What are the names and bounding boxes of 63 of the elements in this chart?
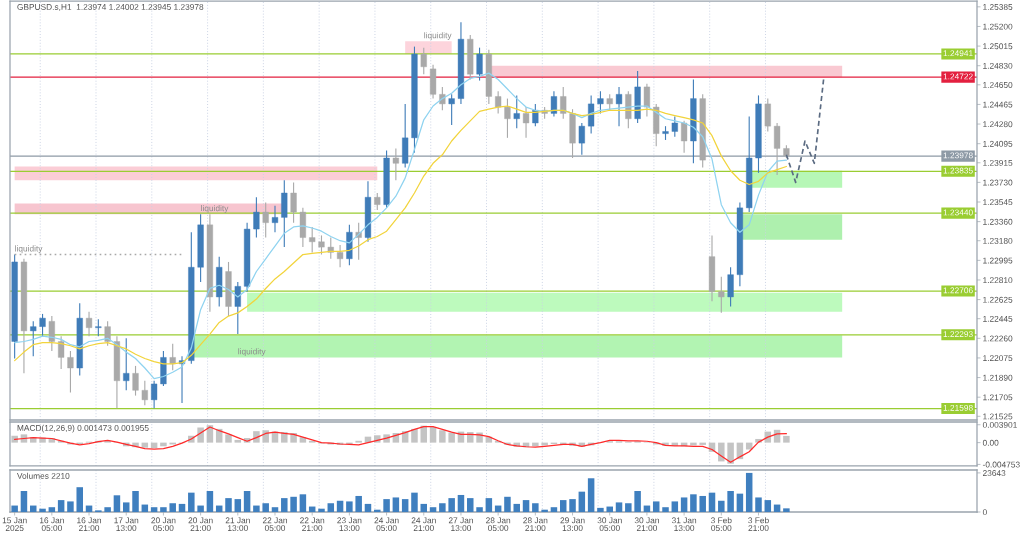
y-tick-label: 1.25385 [983,4,1013,10]
y-tick-label: 0.00 [982,439,999,446]
x-tick-label: 28 Jan 21:00 [523,517,548,532]
y-tick-label: 1.23180 [983,237,1013,244]
x-tick-label: 28 Jan 05:00 [486,517,511,532]
x-tick-label: 16 Jan 05:00 [39,517,64,532]
x-tick-label: 21 Jan 13:00 [225,517,250,532]
ref-line-label: 1.24941 [943,50,973,57]
annotation: liquidity [238,348,266,357]
y-tick-label: 1.22625 [983,296,1013,303]
y-tick-label: 1.25200 [983,23,1013,30]
ref-line-label: 1.22293 [943,331,973,338]
y-tick-label: 1.24465 [983,101,1013,108]
x-tick-label: 23 Jan 13:00 [337,517,362,532]
y-tick-label: 1.24095 [983,140,1013,147]
y-tick-label: 1.21890 [983,374,1013,381]
x-tick-label: 24 Jan 21:00 [411,517,436,532]
y-tick-label: 0 [982,509,987,516]
x-tick-label: 20 Jan 21:00 [188,517,213,532]
y-tick-label: 0.003901 [982,421,1017,428]
x-tick-label: 31 Jan 13:00 [671,517,697,532]
ref-line-label: 1.22706 [943,287,973,294]
y-tick-label: 1.22445 [983,315,1013,322]
x-tick-label: 29 Jan 13:00 [560,517,585,532]
y-tick-label: 23643 [982,470,1006,477]
x-tick-label: 15 Jan 2025 [2,517,27,532]
annotation: liquidity [424,32,452,40]
y-tick-label: 1.24830 [983,62,1013,69]
ref-line-label: 1.23440 [943,209,973,216]
y-tick-label: 1.22810 [983,277,1013,284]
y-tick-label: 1.22995 [983,257,1013,264]
x-tick-label: 17 Jan 13:00 [114,517,139,532]
chart-title: MACD(12,26,9) 0.001473 0.001955 [17,424,149,433]
y-tick-label: 1.25015 [983,43,1013,50]
ref-line-label: 1.21598 [943,404,973,411]
x-tick-label: 22 Jan 05:00 [262,517,287,532]
ref-line-label: 1.24722 [943,73,973,80]
y-tick-label: 1.21705 [983,394,1013,401]
y-tick-label: 1.23545 [983,199,1013,206]
annotation: liquidity [201,205,229,213]
x-tick-label: 22 Jan 21:00 [300,517,325,532]
ref-line-label: 1.23835 [943,167,973,174]
y-tick-label: 1.22260 [983,335,1013,342]
x-tick-label: 24 Jan 05:00 [374,517,399,532]
y-tick-label: 1.21525 [983,413,1013,420]
chart-title: GBPUSD.s,H1 1.23974 1.24002 1.23945 1.23978 [17,4,204,11]
chart-title: Volumes 2210 [16,472,70,479]
y-tick-label: 1.23360 [983,218,1013,225]
y-tick-label: 1.22075 [983,355,1013,362]
y-tick-label: 1.24650 [983,82,1013,88]
annotation: liquidity [15,245,43,254]
x-tick-label: 16 Jan 21:00 [77,517,101,532]
y-tick-label: 1.23730 [983,179,1013,186]
x-tick-label: 20 Jan 05:00 [151,517,176,532]
x-tick-label: 27 Jan 13:00 [448,517,473,532]
x-tick-label: 3 Feb 21:00 [748,517,769,532]
x-tick-label: 30 Jan 05:00 [597,517,622,532]
ref-line-label: 1.23978 [943,152,973,159]
y-tick-label: 1.23915 [983,159,1013,166]
y-tick-label: 1.24280 [983,121,1013,128]
y-tick-label: -0.004753 [982,461,1020,468]
x-tick-label: 30 Jan 21:00 [634,517,659,532]
x-tick-label: 3 Feb 05:00 [710,517,732,532]
